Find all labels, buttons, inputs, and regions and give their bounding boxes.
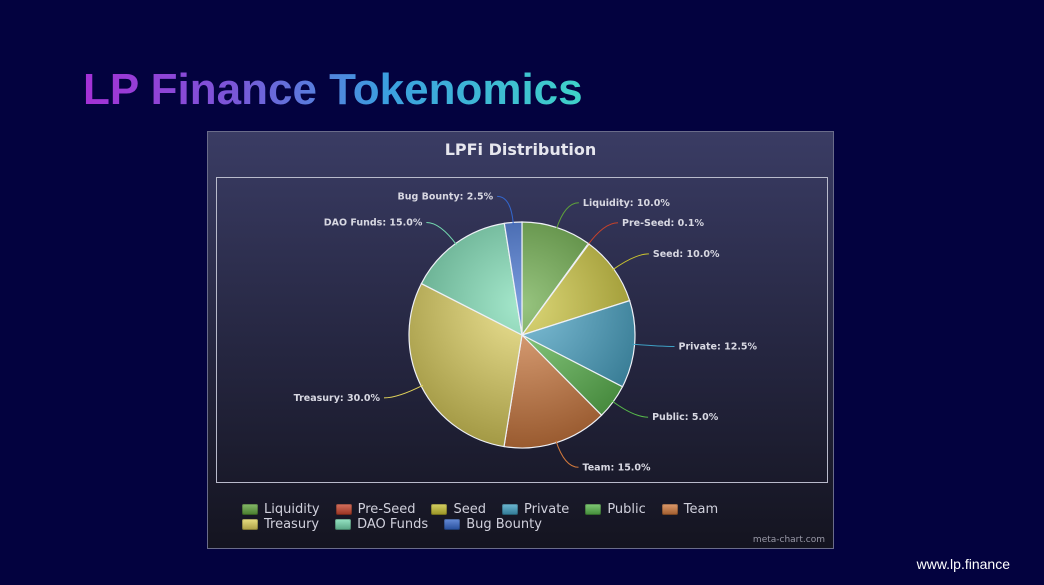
legend-label: DAO Funds <box>357 517 429 532</box>
legend-label: Liquidity <box>264 502 320 517</box>
chart-panel: LPFi Distribution Liquidity: 10.0% Pre-Se… <box>207 131 834 549</box>
leader-line-dao-funds <box>426 222 458 246</box>
chart-title: LPFi Distribution <box>444 140 597 159</box>
legend-swatch <box>501 504 518 515</box>
legend-swatch <box>335 504 352 515</box>
legend-swatch <box>242 504 258 515</box>
legend-label: Private <box>523 502 570 517</box>
slice-label-dao-funds: DAO Funds: 15.0% <box>324 218 423 229</box>
legend-item-seed: Seed <box>431 502 486 517</box>
slice-label-private: Private: 12.5% <box>679 342 758 353</box>
legend-item-pre-seed: Pre-Seed <box>335 502 416 517</box>
leader-line-team <box>555 440 579 468</box>
site-url: www.lp.finance <box>916 556 1010 572</box>
legend-label: Treasury <box>264 517 320 532</box>
legend-label: Pre-Seed <box>357 502 416 517</box>
legend-swatch <box>242 519 258 530</box>
legend-item-team: Team <box>661 502 719 517</box>
pie-chart: Liquidity: 10.0% Pre-Seed: 0.1% Seed: 10.0… <box>294 191 758 473</box>
plot-area: Liquidity: 10.0% Pre-Seed: 0.1% Seed: 10.0… <box>216 177 828 483</box>
legend-label: Team <box>683 502 719 517</box>
legend-item-liquidity: Liquidity <box>242 502 320 517</box>
chart-legend: Liquidity Pre-Seed Seed Private Public Team Tr… <box>242 502 822 532</box>
legend-item-public: Public <box>585 502 646 517</box>
legend-swatch <box>444 519 461 530</box>
leader-line-bug-bounty <box>497 195 514 225</box>
leader-line-seed <box>611 253 649 271</box>
legend-item-private: Private <box>501 502 570 517</box>
legend-item-treasury: Treasury <box>242 517 319 532</box>
slice-label-bug-bounty: Bug Bounty: 2.5% <box>398 191 494 202</box>
legend-item-bug-bounty: Bug Bounty <box>444 517 542 532</box>
chart-credit: meta-chart.com <box>752 535 825 545</box>
leader-line-public <box>611 400 649 418</box>
slide-title: LP Finance Tokenomics <box>83 62 583 118</box>
legend-swatch <box>661 504 678 515</box>
legend-swatch <box>585 504 602 515</box>
legend-label: Public <box>607 502 646 517</box>
leader-line-treasury <box>383 384 424 399</box>
slice-label-liquidity: Liquidity: 10.0% <box>583 198 670 209</box>
slice-label-treasury: Treasury: 30.0% <box>294 393 381 404</box>
slice-label-team: Team: 15.0% <box>583 462 652 473</box>
leader-line-pre-seed <box>587 222 619 246</box>
legend-swatch <box>431 504 448 515</box>
slice-label-public: Public: 5.0% <box>652 412 719 423</box>
legend-item-dao-funds: DAO Funds <box>335 517 428 532</box>
legend-label: Bug Bounty <box>466 517 542 532</box>
leader-line-private <box>632 343 675 347</box>
legend-swatch <box>335 519 352 530</box>
legend-label: Seed <box>453 502 486 517</box>
leader-line-liquidity <box>555 202 579 230</box>
slice-label-seed: Seed: 10.0% <box>653 249 720 260</box>
slice-label-pre-seed: Pre-Seed: 0.1% <box>622 218 704 229</box>
